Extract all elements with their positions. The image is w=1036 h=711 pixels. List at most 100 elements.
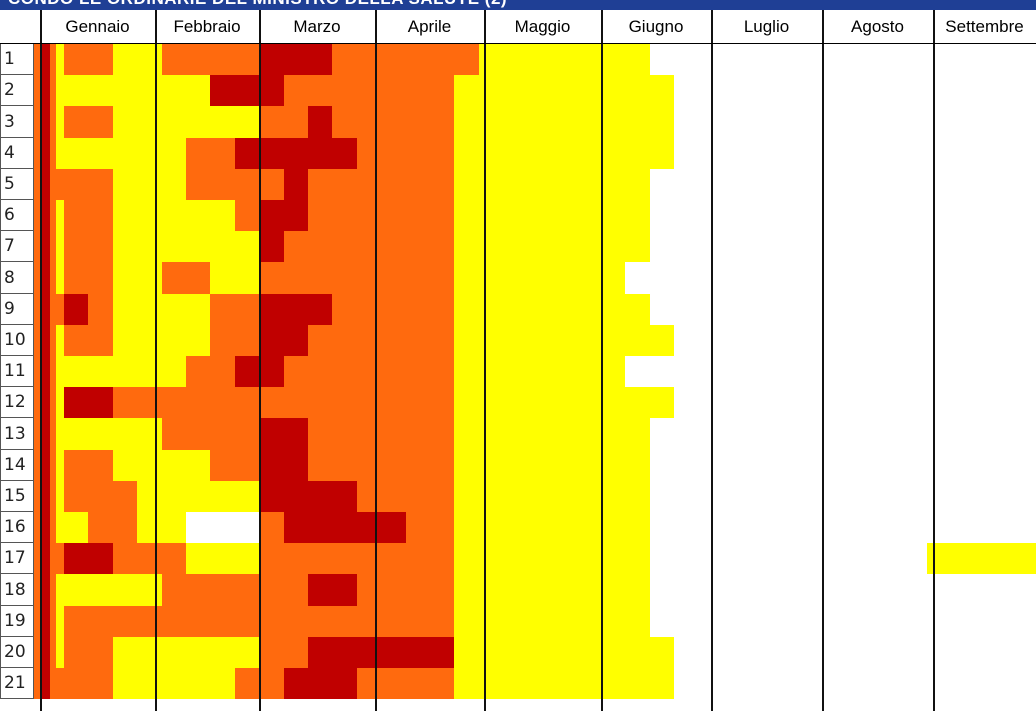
heat-cell [674, 637, 698, 668]
heat-stripe [50, 325, 56, 356]
heat-cell [259, 231, 284, 262]
month-divider [375, 44, 377, 711]
heat-cell [454, 106, 479, 138]
heat-cell [503, 356, 528, 387]
heat-cell [576, 262, 601, 294]
month-divider [933, 44, 935, 711]
heat-cell [162, 44, 186, 75]
heat-cell [406, 450, 430, 481]
heat-stripe [56, 606, 64, 637]
heat-stripe [50, 668, 56, 699]
heat-cell [552, 325, 576, 356]
heat-cell [113, 325, 137, 356]
heat-cell [235, 44, 259, 75]
month-divider [484, 44, 486, 711]
heat-cell [576, 106, 601, 138]
heat-cell [308, 668, 332, 699]
heat-cell [88, 637, 113, 668]
heat-cell [406, 231, 430, 262]
heat-stripe [34, 262, 40, 294]
heat-cell [674, 294, 698, 325]
heat-cell [64, 200, 88, 231]
heat-cell [210, 138, 235, 169]
heat-cell [698, 387, 723, 418]
heat-cell [88, 543, 113, 574]
heat-cell [552, 387, 576, 418]
heat-cell [503, 262, 528, 294]
heat-cell [625, 668, 650, 699]
heat-cell [210, 200, 235, 231]
heat-cell [674, 606, 698, 637]
heat-cell [479, 450, 503, 481]
heat-cell [479, 231, 503, 262]
heat-cell [650, 44, 674, 75]
heat-cell [674, 574, 698, 606]
heat-cell [284, 606, 308, 637]
heat-cell [406, 574, 430, 606]
heat-cell [284, 574, 308, 606]
heat-cell [625, 169, 650, 200]
heat-cell [601, 294, 625, 325]
heat-cell [64, 356, 88, 387]
heat-cell [698, 44, 723, 75]
heat-cell [64, 481, 88, 512]
heat-cell [235, 574, 259, 606]
heat-cell [259, 356, 284, 387]
heat-cell [88, 481, 113, 512]
heat-cell [723, 356, 747, 387]
heat-stripe [40, 294, 50, 325]
row-number: 1 [0, 44, 34, 75]
heat-cell [430, 169, 454, 200]
heat-cell [113, 200, 137, 231]
heat-cell [113, 606, 137, 637]
heat-cell [259, 262, 284, 294]
heat-cell [454, 262, 479, 294]
month-divider [40, 44, 42, 711]
heat-cell [162, 668, 186, 699]
heat-cell [137, 481, 162, 512]
heat-cell [88, 668, 113, 699]
heat-cell [308, 387, 332, 418]
heat-stripe [56, 262, 64, 294]
heat-cell [601, 637, 625, 668]
heat-stripe [50, 637, 56, 668]
month-header-marzo: Marzo [293, 17, 341, 36]
heat-cell [186, 106, 210, 138]
heat-cell [479, 356, 503, 387]
heat-cell [576, 138, 601, 169]
heat-cell [186, 262, 210, 294]
heat-cell [113, 262, 137, 294]
heat-cell [650, 75, 674, 106]
heat-cell [528, 75, 552, 106]
heat-stripe [40, 325, 50, 356]
heat-cell [210, 356, 235, 387]
heat-cell [601, 75, 625, 106]
heat-cell [137, 325, 162, 356]
heat-cell [284, 356, 308, 387]
heat-cell [552, 450, 576, 481]
heat-cell [162, 637, 186, 668]
heat-cell [113, 418, 137, 450]
heat-cell [479, 606, 503, 637]
row-number: 13 [0, 418, 34, 450]
heat-cell [186, 325, 210, 356]
heat-cell [308, 574, 332, 606]
heat-cell [357, 512, 381, 543]
heat-cell [64, 294, 88, 325]
heat-stripe [40, 262, 50, 294]
heat-cell [503, 543, 528, 574]
row-number: 11 [0, 356, 34, 387]
heat-stripe [50, 75, 56, 106]
heat-cell [430, 44, 454, 75]
heat-cell [259, 387, 284, 418]
heat-cell [625, 637, 650, 668]
heat-cell [210, 637, 235, 668]
heat-cell [235, 418, 259, 450]
heat-cell [601, 387, 625, 418]
heat-cell [601, 418, 625, 450]
heat-cell [430, 481, 454, 512]
heat-cell [552, 418, 576, 450]
heat-cell [406, 481, 430, 512]
heat-cell [88, 294, 113, 325]
heat-cell [357, 106, 381, 138]
